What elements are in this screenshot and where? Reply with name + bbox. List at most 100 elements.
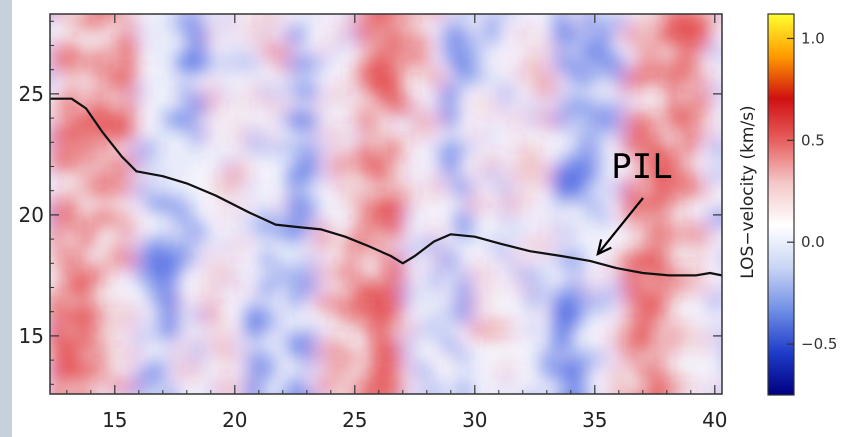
heatmap-cell bbox=[162, 266, 177, 281]
heatmap-cell bbox=[330, 392, 345, 394]
heatmap-cell bbox=[666, 84, 681, 99]
heatmap-cell bbox=[232, 210, 247, 225]
heatmap-cell bbox=[554, 392, 569, 394]
heatmap-cell bbox=[330, 154, 345, 169]
heatmap-cell bbox=[386, 364, 401, 379]
heatmap-cell bbox=[582, 98, 597, 113]
heatmap-cell bbox=[316, 14, 331, 15]
heatmap-cell bbox=[414, 322, 429, 337]
heatmap-cell bbox=[428, 168, 443, 183]
heatmap-cell bbox=[540, 350, 555, 365]
heatmap-cell bbox=[120, 14, 135, 15]
heatmap-cell bbox=[526, 322, 541, 337]
heatmap-cell bbox=[372, 336, 387, 351]
heatmap-cell bbox=[176, 28, 191, 43]
heatmap-cell bbox=[568, 406, 583, 421]
heatmap-cell bbox=[134, 266, 149, 281]
heatmap-cell bbox=[288, 98, 303, 113]
heatmap-cell bbox=[372, 392, 387, 394]
heatmap-cell bbox=[498, 378, 513, 393]
heatmap-cell bbox=[414, 126, 429, 141]
heatmap-cell bbox=[330, 84, 345, 99]
heatmap-cell bbox=[344, 154, 359, 169]
heatmap-cell bbox=[246, 294, 261, 309]
heatmap-cell bbox=[582, 14, 597, 29]
heatmap-cell bbox=[400, 98, 415, 113]
heatmap-cell bbox=[274, 98, 289, 113]
heatmap-cell bbox=[568, 14, 583, 29]
heatmap-cell bbox=[358, 350, 373, 365]
heatmap-cell bbox=[302, 280, 317, 295]
heatmap-cell bbox=[176, 126, 191, 141]
heatmap-cell bbox=[232, 56, 247, 71]
heatmap-cell bbox=[540, 70, 555, 85]
heatmap-cell bbox=[358, 182, 373, 197]
heatmap-cell bbox=[288, 378, 303, 393]
heatmap-cell bbox=[568, 84, 583, 99]
heatmap-cell bbox=[554, 112, 569, 127]
heatmap-cell bbox=[176, 112, 191, 127]
heatmap-cell bbox=[232, 42, 247, 57]
heatmap-cell bbox=[666, 392, 681, 394]
heatmap-cell bbox=[78, 182, 93, 197]
heatmap-cell bbox=[288, 336, 303, 351]
heatmap-cell bbox=[288, 294, 303, 309]
heatmap-cell bbox=[666, 336, 681, 351]
heatmap-cell bbox=[526, 168, 541, 183]
heatmap-cell bbox=[428, 70, 443, 85]
heatmap-cell bbox=[540, 364, 555, 379]
heatmap-cell bbox=[330, 182, 345, 197]
heatmap-cell bbox=[344, 224, 359, 239]
heatmap-cell bbox=[190, 56, 205, 71]
heatmap-cell bbox=[204, 126, 219, 141]
heatmap-cell bbox=[78, 378, 93, 393]
heatmap-cell bbox=[330, 364, 345, 379]
heatmap-cell bbox=[78, 336, 93, 351]
heatmap-cell bbox=[722, 252, 737, 267]
heatmap-cell bbox=[134, 252, 149, 267]
heatmap-cell bbox=[680, 28, 695, 43]
heatmap-cell bbox=[498, 322, 513, 337]
heatmap-cell bbox=[694, 14, 709, 29]
heatmap-cell bbox=[540, 252, 555, 267]
heatmap-cell bbox=[596, 14, 611, 29]
heatmap-cell bbox=[414, 224, 429, 239]
heatmap-cell bbox=[148, 322, 163, 337]
heatmap-cell bbox=[386, 168, 401, 183]
heatmap-cell bbox=[302, 252, 317, 267]
heatmap-cell bbox=[120, 84, 135, 99]
heatmap-cell bbox=[708, 168, 722, 183]
heatmap-cell bbox=[680, 168, 695, 183]
heatmap-cell bbox=[302, 154, 317, 169]
heatmap-cell bbox=[456, 14, 471, 15]
heatmap-cell bbox=[246, 126, 261, 141]
heatmap-cell bbox=[288, 14, 303, 29]
heatmap-cell bbox=[260, 322, 275, 337]
heatmap-cell bbox=[288, 238, 303, 253]
heatmap-cell bbox=[36, 238, 51, 253]
heatmap-cell bbox=[694, 98, 709, 113]
heatmap-cell bbox=[694, 126, 709, 141]
heatmap-cell bbox=[50, 252, 65, 267]
heatmap-cell bbox=[610, 112, 625, 127]
heatmap-cell bbox=[78, 364, 93, 379]
heatmap-cell bbox=[456, 210, 471, 225]
heatmap-cell bbox=[680, 14, 695, 15]
heatmap-cell bbox=[484, 154, 499, 169]
heatmap-cell bbox=[358, 252, 373, 267]
heatmap-cell bbox=[372, 154, 387, 169]
heatmap-cell bbox=[568, 154, 583, 169]
heatmap-cell bbox=[218, 252, 233, 267]
heatmap-cell bbox=[624, 70, 639, 85]
heatmap-cell bbox=[106, 210, 121, 225]
heatmap-cell bbox=[78, 392, 93, 394]
heatmap-cell bbox=[470, 266, 485, 281]
heatmap-cell bbox=[428, 182, 443, 197]
heatmap-cell bbox=[78, 14, 93, 29]
heatmap-cell bbox=[232, 154, 247, 169]
heatmap-cell bbox=[554, 336, 569, 351]
heatmap-cell bbox=[50, 266, 65, 281]
heatmap-cell bbox=[386, 28, 401, 43]
heatmap-cell bbox=[190, 126, 205, 141]
x-tick-label: 20 bbox=[222, 408, 247, 432]
